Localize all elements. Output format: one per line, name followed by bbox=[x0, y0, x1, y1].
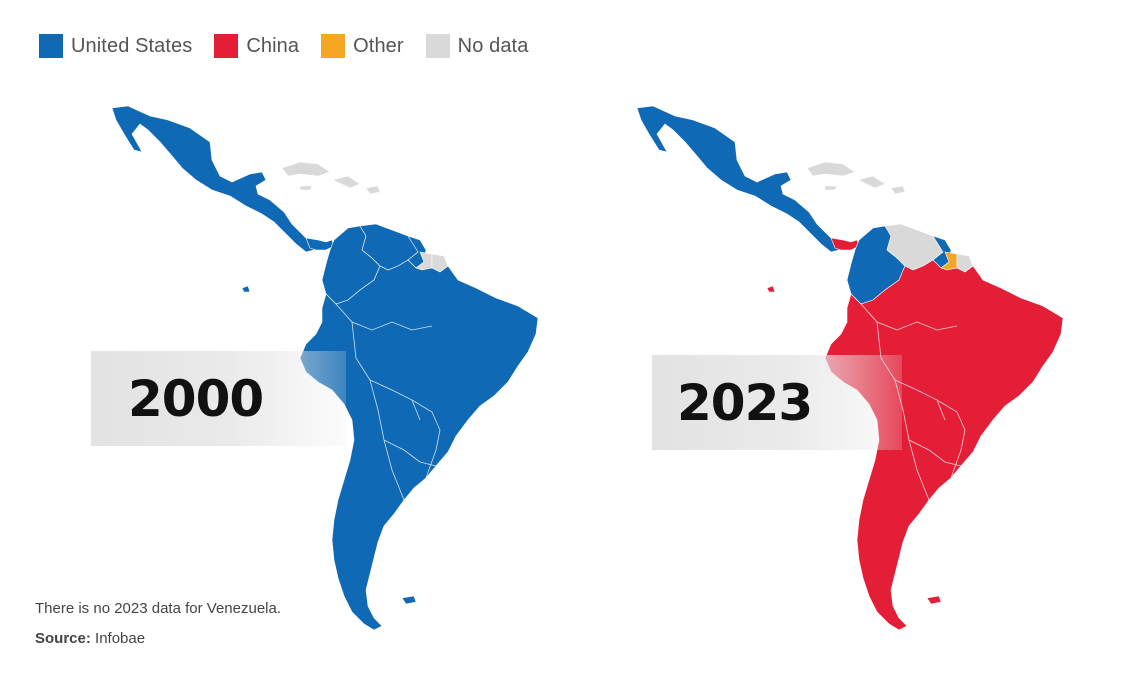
legend-label: Other bbox=[353, 34, 404, 57]
caribbean-islands bbox=[806, 161, 906, 195]
footnote: There is no 2023 data for Venezuela. bbox=[35, 600, 282, 617]
map-2000 bbox=[0, 90, 560, 650]
year-label: 2000 bbox=[128, 369, 264, 428]
falkland-islands bbox=[401, 595, 417, 605]
legend-swatch-other bbox=[321, 34, 346, 58]
panama bbox=[830, 237, 860, 251]
latin-america-map bbox=[636, 105, 1064, 631]
south-america-mainland bbox=[299, 259, 539, 631]
year-label-box-2023: 2023 bbox=[652, 355, 902, 450]
caribbean-islands bbox=[281, 161, 381, 195]
internal-borders bbox=[860, 303, 966, 501]
latin-america-map bbox=[111, 105, 539, 631]
map-2023 bbox=[525, 90, 1085, 650]
source-line: Source: Infobae bbox=[35, 630, 145, 647]
mexico-central-america bbox=[111, 105, 315, 253]
source-label: Source: bbox=[35, 630, 91, 647]
legend-swatch-no-data bbox=[425, 34, 450, 58]
legend-item-china: China bbox=[214, 34, 299, 58]
legend-label: United States bbox=[71, 34, 193, 57]
legend-swatch-united-states bbox=[39, 34, 63, 58]
legend-item-united-states: United States bbox=[39, 34, 192, 58]
legend-swatch-china bbox=[214, 34, 239, 58]
legend: United States China Other No data bbox=[39, 34, 550, 58]
falkland-islands bbox=[926, 595, 942, 605]
galapagos-islands bbox=[241, 285, 251, 293]
source-value: Infobae bbox=[95, 630, 146, 647]
internal-borders bbox=[335, 303, 441, 501]
year-label: 2023 bbox=[677, 373, 813, 432]
legend-item-other: Other bbox=[321, 34, 404, 58]
legend-label: China bbox=[246, 34, 300, 57]
mexico-central-america bbox=[636, 105, 840, 253]
legend-item-no-data: No data bbox=[425, 34, 529, 58]
legend-label: No data bbox=[457, 34, 529, 57]
year-label-box-2000: 2000 bbox=[91, 351, 346, 446]
panama bbox=[305, 237, 335, 251]
galapagos-islands bbox=[766, 285, 776, 293]
